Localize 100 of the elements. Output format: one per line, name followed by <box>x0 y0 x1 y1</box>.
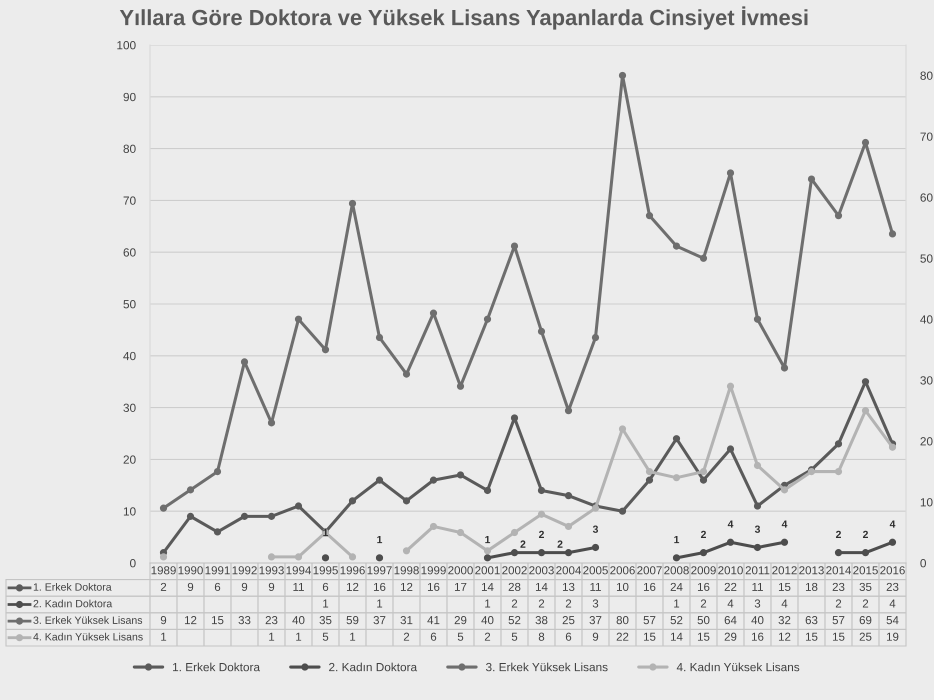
annotation: 2 <box>836 530 841 538</box>
point <box>646 476 654 484</box>
data-label: 2 <box>538 599 544 608</box>
y2-tick-label: 30 <box>920 376 933 385</box>
data-label: 3 <box>754 599 760 608</box>
point <box>646 212 654 220</box>
point <box>564 407 572 414</box>
point <box>834 212 842 220</box>
annotation: 1 <box>485 536 490 544</box>
x-tick-label: 2002 <box>502 566 527 574</box>
data-label: 25 <box>860 632 872 641</box>
annotation: 2 <box>538 530 544 538</box>
point <box>862 378 870 386</box>
data-label: 1 <box>377 600 382 608</box>
data-label: 12 <box>184 616 196 624</box>
data-label: 2 <box>484 632 490 641</box>
data-label: 1 <box>674 600 680 608</box>
y-tick-label: 80 <box>123 144 136 153</box>
data-label: 52 <box>670 616 682 624</box>
data-label: 9 <box>160 616 166 624</box>
point <box>322 554 330 562</box>
point <box>700 468 708 476</box>
point <box>618 508 626 515</box>
point <box>510 549 518 556</box>
point <box>726 445 734 453</box>
point <box>430 476 438 484</box>
point <box>538 486 546 494</box>
data-label: 23 <box>886 582 898 591</box>
text: 4. Kadın Yüksek Lisans <box>676 662 800 672</box>
data-label: 13 <box>562 582 574 591</box>
point <box>268 419 276 426</box>
y2-tick-label: 80 <box>920 72 933 80</box>
point <box>780 538 788 546</box>
x-tick-label: 1993 <box>260 566 284 574</box>
point <box>780 486 788 494</box>
data-label: 17 <box>454 582 466 591</box>
annotation: 3 <box>754 526 760 533</box>
data-label: 1 <box>296 632 302 641</box>
point <box>672 242 680 250</box>
data-label: 4 <box>728 600 734 608</box>
point <box>456 471 464 479</box>
annotation: 2 <box>862 530 868 538</box>
data-label: 2 <box>160 582 166 591</box>
y-tick-label: 10 <box>124 507 136 516</box>
point <box>160 553 168 561</box>
x-tick-label: 2007 <box>637 566 662 574</box>
data-label: 14 <box>482 582 494 591</box>
point <box>888 230 896 238</box>
data-label: 40 <box>481 616 494 624</box>
y-tick-label: 50 <box>123 300 136 308</box>
x-tick-label: 1991 <box>206 566 230 574</box>
point <box>834 468 842 476</box>
x-tick-label: 1998 <box>394 566 419 574</box>
point <box>376 334 384 342</box>
point <box>402 370 410 378</box>
point <box>348 553 356 561</box>
data-label: 1 <box>350 632 356 641</box>
point <box>672 554 680 562</box>
x-tick-label: 1989 <box>152 566 176 574</box>
data-label: 25 <box>562 616 574 624</box>
x-tick-label: 2003 <box>529 566 554 574</box>
x-tick-label: 2014 <box>826 566 851 574</box>
point <box>726 169 734 177</box>
annotation: 4 <box>890 520 896 528</box>
data-label: 4 <box>890 600 896 608</box>
data-label: 16 <box>752 632 764 641</box>
point <box>754 544 762 552</box>
point <box>348 497 356 504</box>
y2-tick-label: 50 <box>920 254 933 263</box>
data-label: 63 <box>806 616 818 624</box>
data-label: 10 <box>616 582 628 591</box>
point <box>672 435 680 442</box>
data-label: 15 <box>806 632 818 641</box>
data-label: 37 <box>374 616 386 624</box>
x-tick-label: 2008 <box>664 566 689 574</box>
point <box>376 476 384 484</box>
data-label: 1 <box>161 632 166 641</box>
data-label: 57 <box>832 616 844 624</box>
point <box>456 528 464 536</box>
point <box>294 316 302 323</box>
point <box>808 175 816 183</box>
data-label: 16 <box>644 582 656 591</box>
data-label: 2 <box>862 599 868 608</box>
point <box>484 316 492 323</box>
point <box>268 512 276 520</box>
data-label: 9 <box>268 582 274 591</box>
data-label: 2 <box>566 599 572 608</box>
annotation: 4 <box>728 520 734 528</box>
data-label: 52 <box>508 616 520 624</box>
point <box>754 316 762 323</box>
data-label: 14 <box>536 582 548 591</box>
point <box>646 468 654 476</box>
legend-label: 1. Erkek Doktora <box>34 582 112 591</box>
x-tick-label: 2013 <box>799 566 824 574</box>
data-label: 2 <box>700 599 706 608</box>
point <box>240 512 248 520</box>
x-tick-label: 2009 <box>691 566 716 574</box>
x-tick-label: 2001 <box>475 566 500 574</box>
point <box>564 492 572 500</box>
y-tick-label: 60 <box>124 248 136 257</box>
